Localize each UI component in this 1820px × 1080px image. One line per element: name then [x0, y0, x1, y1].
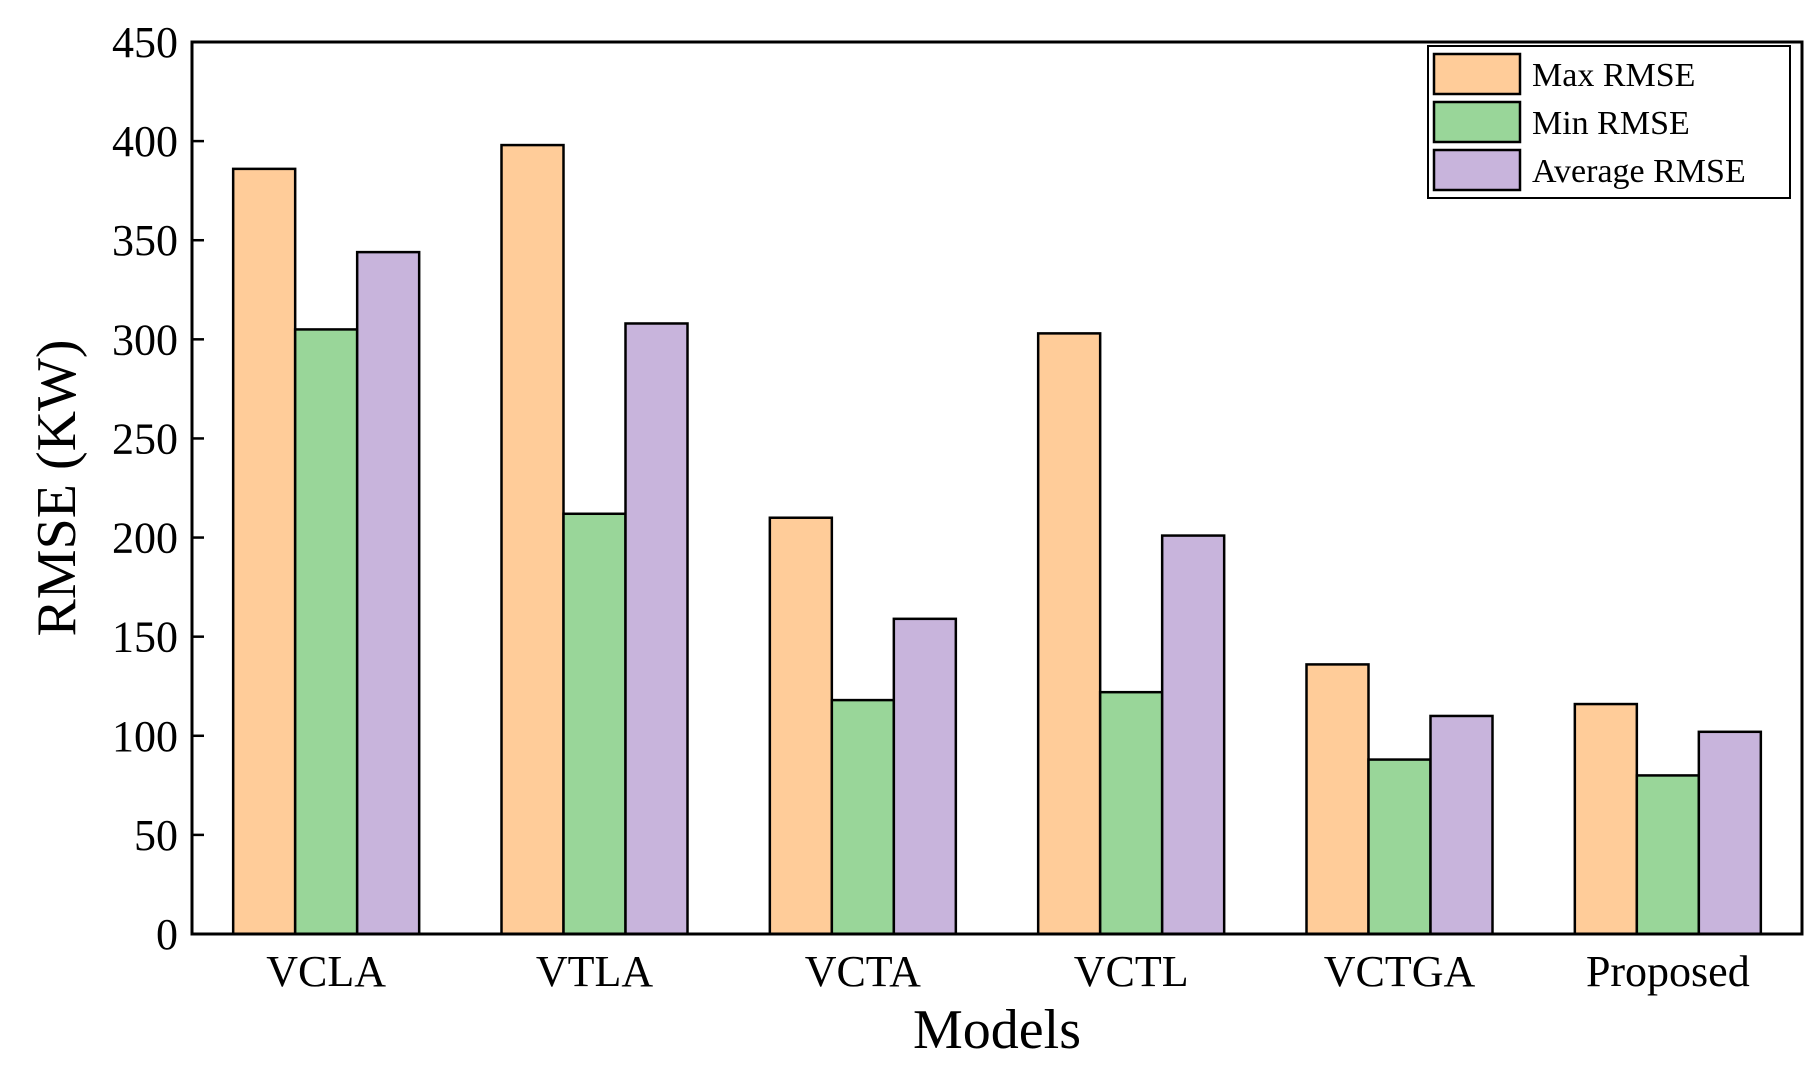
y-tick-label-300: 300	[112, 315, 178, 364]
y-tick-label-250: 250	[112, 414, 178, 463]
y-tick-label-50: 50	[134, 811, 178, 860]
y-tick-label-350: 350	[112, 216, 178, 265]
y-axis-ticks: 0 50 100 150 200 250 300 350 400 450	[112, 18, 204, 959]
bar-proposed-max-rmse	[1573, 702, 1639, 936]
legend-swatch-average-rmse	[1432, 148, 1522, 192]
y-tick-label-0: 0	[156, 910, 178, 959]
bar-vtla-min-rmse	[562, 512, 627, 936]
legend-swatch-max-rmse	[1432, 52, 1522, 96]
bar-vctga-max-rmse	[1305, 663, 1370, 936]
legend-label-max-rmse: Max RMSE	[1532, 57, 1695, 94]
bar-vcla-average-rmse	[355, 250, 421, 936]
bar-vcla-min-rmse	[293, 328, 359, 936]
x-tick-label-vtla: VTLA	[536, 947, 654, 996]
bar-vctl-average-rmse	[1160, 534, 1226, 936]
legend: Max RMSE Min RMSE Average RMSE	[1427, 45, 1791, 199]
bar-vcla-max-rmse	[231, 167, 297, 936]
y-tick-label-200: 200	[112, 514, 178, 563]
x-axis-ticks: VCLA VTLA VCTA VCTL VCTGA Proposed	[266, 947, 1749, 996]
x-tick-label-vcla: VCLA	[266, 947, 386, 996]
bar-vcta-max-rmse	[768, 516, 834, 936]
y-tick-label-400: 400	[112, 117, 178, 166]
bar-vctga-average-rmse	[1429, 714, 1494, 936]
bar-vcta-min-rmse	[830, 698, 896, 936]
bar-vtla-average-rmse	[624, 322, 689, 936]
x-axis-label: Models	[913, 999, 1081, 1061]
bar-vctl-min-rmse	[1098, 690, 1164, 936]
legend-label-average-rmse: Average RMSE	[1532, 153, 1746, 190]
bar-vctga-min-rmse	[1367, 758, 1432, 936]
legend-swatch-min-rmse	[1432, 100, 1522, 144]
bar-proposed-min-rmse	[1635, 774, 1701, 936]
x-tick-label-vctl: VCTL	[1074, 947, 1189, 996]
y-tick-label-100: 100	[112, 712, 178, 761]
legend-label-min-rmse: Min RMSE	[1532, 105, 1690, 142]
x-tick-label-vctga: VCTGA	[1324, 947, 1476, 996]
x-tick-label-vcta: VCTA	[805, 947, 921, 996]
bar-vctl-max-rmse	[1036, 332, 1102, 936]
plot-area-frame	[190, 40, 1804, 936]
bar-vtla-max-rmse	[500, 143, 565, 936]
bar-proposed-average-rmse	[1697, 730, 1763, 936]
y-tick-label-150: 150	[112, 613, 178, 662]
bar-vcta-average-rmse	[892, 617, 958, 936]
bars-group	[231, 143, 1763, 936]
y-tick-label-450: 450	[112, 18, 178, 67]
y-axis-label: RMSE (KW)	[26, 339, 88, 636]
x-tick-label-proposed: Proposed	[1586, 947, 1750, 996]
